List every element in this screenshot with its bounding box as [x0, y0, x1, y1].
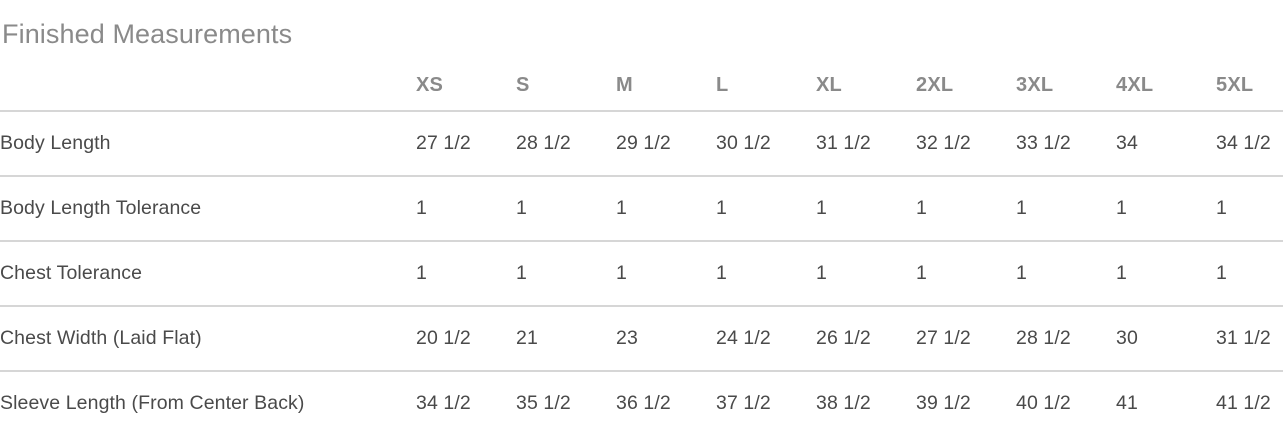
- cell-value: 1: [916, 197, 927, 219]
- table-row: Chest Width (Laid Flat) 20 1/2 21 23 24 …: [0, 306, 1283, 371]
- cell-value: 30: [1116, 327, 1138, 349]
- cell-value: 31 1/2: [816, 132, 871, 154]
- cell-value: 26 1/2: [816, 327, 871, 349]
- cell-value: 32 1/2: [916, 132, 971, 154]
- row-label: Body Length: [0, 132, 111, 154]
- cell-value: 27 1/2: [916, 327, 971, 349]
- cell-value: 20 1/2: [416, 327, 471, 349]
- cell-value: 1: [516, 262, 527, 284]
- cell-value: 36 1/2: [616, 392, 671, 414]
- table-row: Chest Tolerance 1 1 1 1 1 1 1 1 1: [0, 241, 1283, 306]
- cell-value: 31 1/2: [1216, 327, 1271, 349]
- cell-value: 28 1/2: [1016, 327, 1071, 349]
- cell-value: 1: [1016, 197, 1027, 219]
- cell-value: 1: [616, 197, 627, 219]
- cell-value: 41 1/2: [1216, 392, 1271, 414]
- finished-measurements-table: XS S M L XL 2XL 3XL 4XL 5XL Body Length …: [0, 60, 1283, 435]
- cell-value: 1: [1216, 197, 1227, 219]
- cell-value: 39 1/2: [916, 392, 971, 414]
- cell-value: 1: [816, 262, 827, 284]
- column-header-3xl: 3XL: [1016, 73, 1054, 96]
- table-header: XS S M L XL 2XL 3XL 4XL 5XL: [0, 60, 1283, 111]
- cell-value: 1: [1016, 262, 1027, 284]
- column-header-4xl: 4XL: [1116, 73, 1154, 96]
- header-row: XS S M L XL 2XL 3XL 4XL 5XL: [0, 60, 1283, 111]
- cell-value: 1: [1116, 262, 1127, 284]
- column-header-xs: XS: [416, 73, 444, 96]
- cell-value: 37 1/2: [716, 392, 771, 414]
- cell-value: 1: [1116, 197, 1127, 219]
- cell-value: 38 1/2: [816, 392, 871, 414]
- column-header-measurement: [0, 60, 416, 111]
- column-header-2xl: 2XL: [916, 73, 954, 96]
- cell-value: 1: [416, 197, 427, 219]
- cell-value: 1: [416, 262, 427, 284]
- cell-value: 1: [616, 262, 627, 284]
- column-header-l: L: [716, 73, 729, 96]
- cell-value: 33 1/2: [1016, 132, 1071, 154]
- table-row: Body Length Tolerance 1 1 1 1 1 1 1 1 1: [0, 176, 1283, 241]
- row-label: Sleeve Length (From Center Back): [0, 392, 305, 414]
- cell-value: 34 1/2: [1216, 132, 1271, 154]
- size-chart-panel: Finished Measurements XS S M L XL 2XL 3X…: [0, 19, 1283, 414]
- cell-value: 28 1/2: [516, 132, 571, 154]
- cell-value: 1: [716, 197, 727, 219]
- cell-value: 1: [516, 197, 527, 219]
- table-body: Body Length 27 1/2 28 1/2 29 1/2 30 1/2 …: [0, 111, 1283, 435]
- cell-value: 29 1/2: [616, 132, 671, 154]
- cell-value: 23: [616, 327, 638, 349]
- table-row: Sleeve Length (From Center Back) 34 1/2 …: [0, 371, 1283, 435]
- cell-value: 1: [716, 262, 727, 284]
- cell-value: 30 1/2: [716, 132, 771, 154]
- cell-value: 41: [1116, 392, 1138, 414]
- table-row: Body Length 27 1/2 28 1/2 29 1/2 30 1/2 …: [0, 111, 1283, 176]
- page-title: Finished Measurements: [2, 19, 293, 49]
- column-header-5xl: 5XL: [1216, 73, 1254, 96]
- cell-value: 34 1/2: [416, 392, 471, 414]
- row-label: Body Length Tolerance: [0, 197, 202, 219]
- column-header-s: S: [516, 73, 530, 96]
- cell-value: 27 1/2: [416, 132, 471, 154]
- cell-value: 34: [1116, 132, 1138, 154]
- column-header-m: M: [616, 73, 633, 96]
- cell-value: 1: [916, 262, 927, 284]
- cell-value: 40 1/2: [1016, 392, 1071, 414]
- cell-value: 24 1/2: [716, 327, 771, 349]
- row-label: Chest Tolerance: [0, 262, 143, 284]
- cell-value: 35 1/2: [516, 392, 571, 414]
- row-label: Chest Width (Laid Flat): [0, 327, 202, 349]
- cell-value: 1: [1216, 262, 1227, 284]
- cell-value: 1: [816, 197, 827, 219]
- cell-value: 21: [516, 327, 538, 349]
- column-header-xl: XL: [816, 73, 842, 96]
